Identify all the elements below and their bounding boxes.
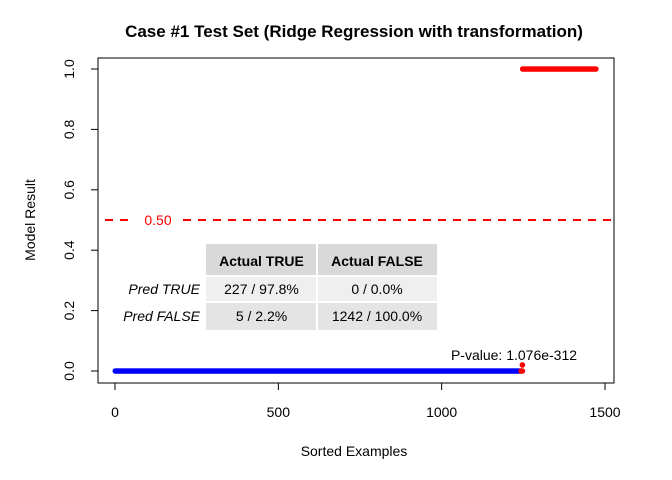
data-point xyxy=(519,368,526,374)
y-tick-label: 0.4 xyxy=(61,240,77,260)
table-row-header: Pred TRUE xyxy=(128,281,200,297)
threshold-line: 0.50 xyxy=(105,212,614,228)
p-value-annotation: P-value: 1.076e-312 xyxy=(451,347,577,363)
chart-title: Case #1 Test Set (Ridge Regression with … xyxy=(125,22,583,41)
table-row-bg xyxy=(206,302,437,330)
table-cell: 1242 / 100.0% xyxy=(332,308,422,324)
table-col-header: Actual TRUE xyxy=(219,253,304,269)
threshold-label: 0.50 xyxy=(144,212,171,228)
data-points xyxy=(112,66,599,374)
table-header-bg xyxy=(206,244,437,276)
x-tick-label: 1500 xyxy=(589,404,620,420)
table-row-header: Pred FALSE xyxy=(123,308,200,324)
data-point xyxy=(593,66,599,72)
x-axis: 0 500 1000 1500 xyxy=(111,382,621,420)
x-tick-label: 0 xyxy=(111,404,119,420)
y-tick-label: 0.0 xyxy=(61,361,77,381)
confusion-table: Actual TRUE Actual FALSE Pred TRUE 227 / 97… xyxy=(123,244,437,330)
table-cell: 5 / 2.2% xyxy=(236,308,287,324)
table-cell: 227 / 97.8% xyxy=(224,281,299,297)
x-tick-label: 500 xyxy=(267,404,291,420)
table-row-bg xyxy=(206,276,437,302)
y-tick-label: 0.6 xyxy=(61,180,77,200)
y-tick-label: 1.0 xyxy=(61,59,77,79)
table-cell: 0 / 0.0% xyxy=(351,281,402,297)
y-tick-label: 0.2 xyxy=(61,301,77,321)
x-axis-label: Sorted Examples xyxy=(301,443,408,459)
table-col-header: Actual FALSE xyxy=(331,253,423,269)
data-point xyxy=(519,362,526,368)
x-tick-label: 1000 xyxy=(426,404,457,420)
y-axis: 0.0 0.2 0.4 0.6 0.8 1.0 xyxy=(61,59,99,381)
y-axis-label: Model Result xyxy=(22,179,38,261)
y-tick-label: 0.8 xyxy=(61,119,77,139)
